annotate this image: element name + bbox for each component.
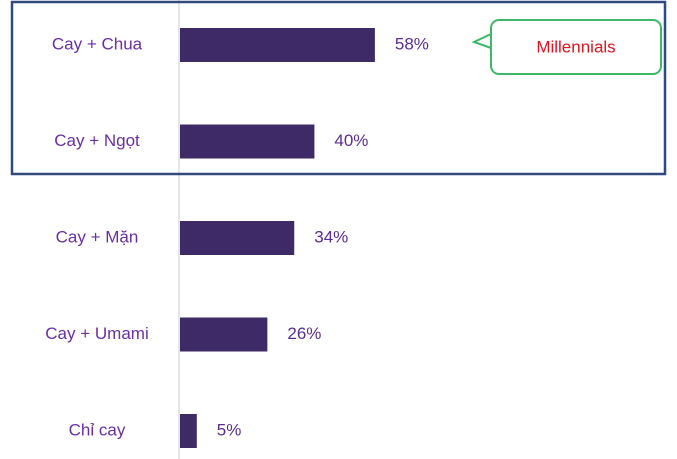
value-label: 5% bbox=[217, 420, 242, 439]
bar bbox=[180, 221, 295, 255]
category-label: Cay + Mặn bbox=[56, 227, 139, 246]
category-label: Cay + Chua bbox=[52, 34, 143, 53]
highlight-box bbox=[10, 0, 667, 176]
annotation: Millennials bbox=[536, 37, 615, 56]
value-label: 26% bbox=[287, 324, 321, 343]
bar bbox=[180, 317, 268, 352]
value-label: 34% bbox=[314, 227, 348, 246]
value-label: 40% bbox=[334, 131, 368, 150]
value-label: 58% bbox=[395, 34, 429, 53]
callout-pointer bbox=[471, 33, 492, 49]
callout-box bbox=[490, 19, 662, 75]
bar bbox=[180, 414, 197, 448]
bar bbox=[180, 124, 315, 159]
bar bbox=[180, 28, 375, 62]
category-label: Cay + Umami bbox=[45, 324, 148, 343]
category-label: Chỉ cay bbox=[69, 420, 126, 439]
category-label: Cay + Ngọt bbox=[54, 131, 140, 150]
